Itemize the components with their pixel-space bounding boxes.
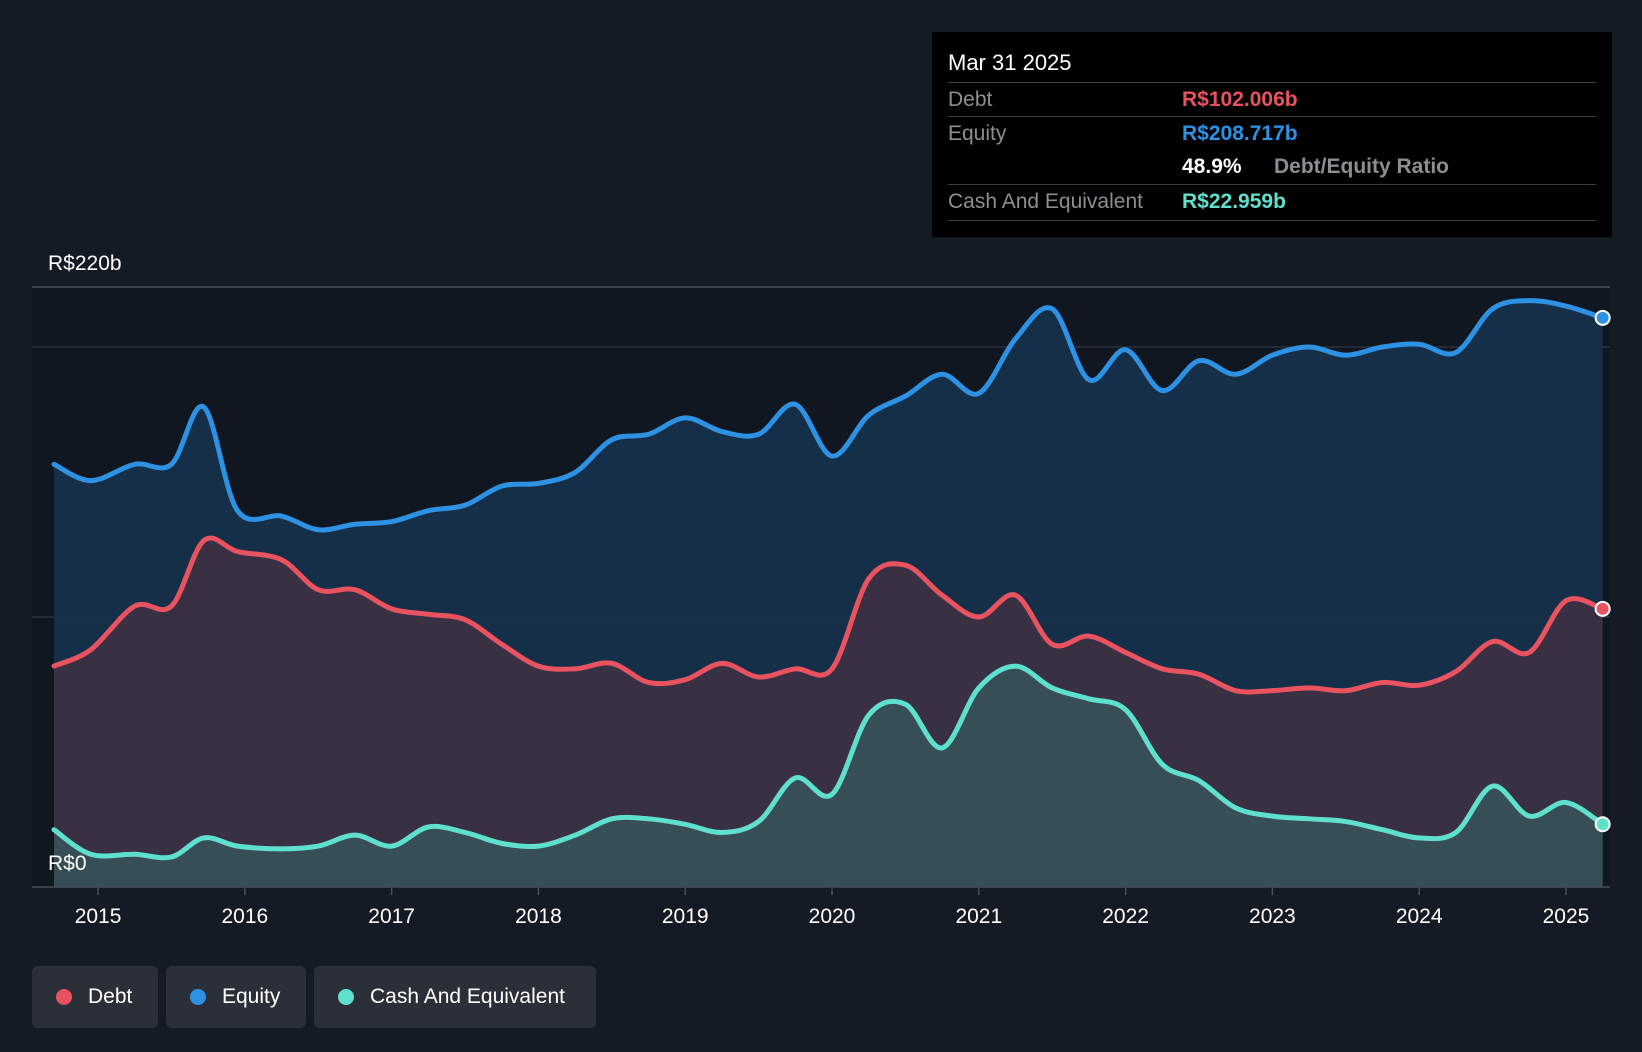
y-axis-label-bottom: R$0 [48, 852, 87, 875]
debt-line [51, 535, 1606, 695]
x-tick-label: 2022 [1102, 905, 1149, 928]
tooltip-equity-row: Equity R$208.717b [948, 116, 1596, 151]
legend-label-debt: Debt [88, 985, 133, 1008]
cash-and-equivalent-area [54, 666, 1603, 887]
x-axis-ticks: 2015 2016 2017 2018 2019 2020 2021 2022 2023 2024… [75, 887, 1590, 928]
tooltip-date: Mar 31 2025 [948, 50, 1072, 75]
tooltip-debt-row: Debt R$102.006b [948, 82, 1596, 117]
x-tick-label: 2020 [809, 905, 856, 928]
cash-and-equivalent-endpoint [1594, 816, 1611, 833]
tooltip-debt-label: Debt [948, 88, 993, 111]
debt-endpoint [1594, 600, 1611, 617]
tooltip-cash-value: R$22.959b [1182, 190, 1286, 213]
legend-item-debt[interactable]: Debt [32, 966, 158, 1028]
tooltip-cash-label: Cash And Equivalent [948, 190, 1143, 213]
tooltip-divider [948, 220, 1596, 221]
x-tick-label: 2024 [1396, 905, 1443, 928]
x-tick-label: 2016 [221, 905, 268, 928]
legend-item-equity[interactable]: Equity [166, 966, 306, 1028]
x-tick-label: 2019 [662, 905, 709, 928]
tooltip-debt-value: R$102.006b [1182, 88, 1298, 111]
legend-item-cash[interactable]: Cash And Equivalent [314, 966, 596, 1028]
equity-endpoint [1594, 309, 1611, 326]
tooltip-ratio-label: Debt/Equity Ratio [1274, 155, 1450, 178]
legend-dot-debt [56, 989, 72, 1005]
y-axis-label-top: R$220b [48, 252, 122, 275]
cash-and-equivalent-line [51, 663, 1606, 861]
series-endpoints [1594, 309, 1611, 833]
x-tick-label: 2015 [75, 905, 122, 928]
series-lines [51, 298, 1606, 861]
x-tick-label: 2017 [368, 905, 415, 928]
tooltip-ratio-row: 48.9% Debt/Equity Ratio [948, 150, 1596, 184]
x-tick-label: 2018 [515, 905, 562, 928]
tooltip-cash-row: Cash And Equivalent R$22.959b [948, 184, 1596, 219]
equity-line [51, 298, 1606, 533]
x-tick-label: 2021 [955, 905, 1002, 928]
legend-label-cash: Cash And Equivalent [370, 985, 565, 1008]
legend-label-equity: Equity [222, 985, 281, 1008]
tooltip-equity-value: R$208.717b [1182, 122, 1298, 145]
x-tick-label: 2023 [1249, 905, 1296, 928]
tooltip-equity-label: Equity [948, 122, 1007, 145]
x-tick-label: 2025 [1543, 905, 1590, 928]
legend-dot-cash [338, 989, 354, 1005]
tooltip-panel: Mar 31 2025 Debt R$102.006b Equity R$208… [932, 32, 1612, 237]
tooltip-ratio-value: 48.9% [1182, 155, 1242, 178]
legend-dot-equity [190, 989, 206, 1005]
series-areas [54, 300, 1603, 887]
